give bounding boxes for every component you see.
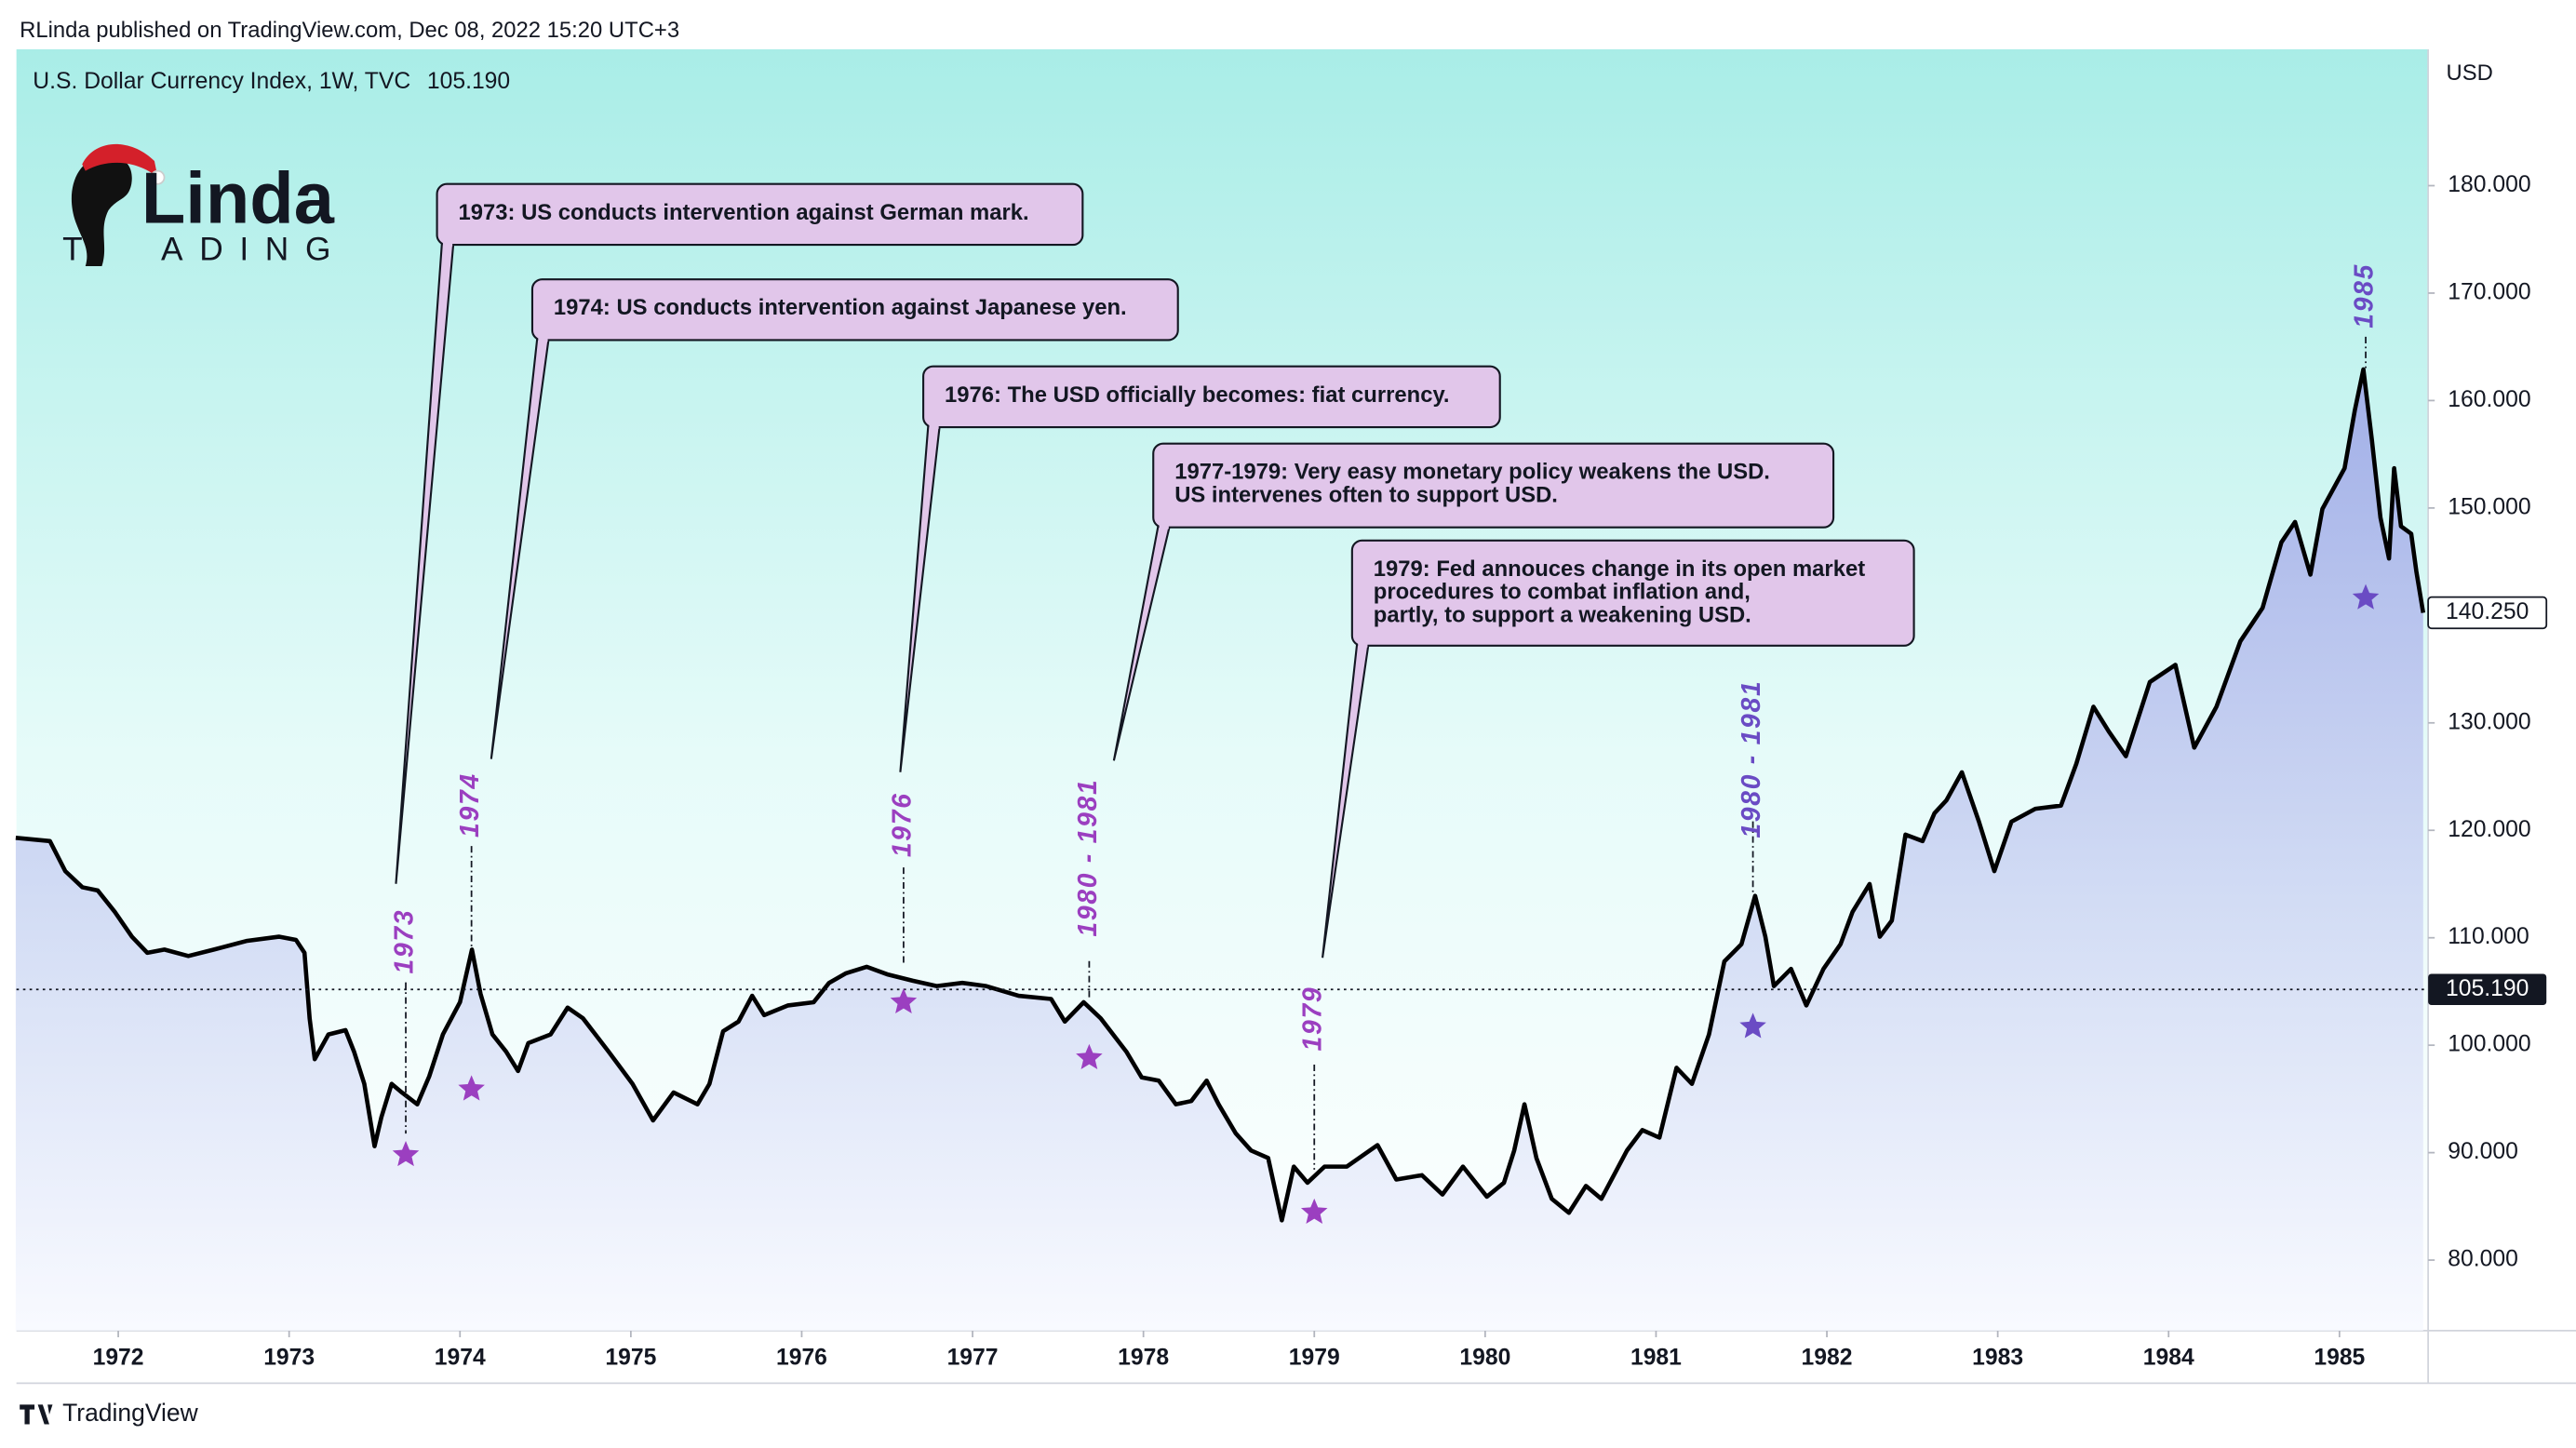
callout-text: partly, to support a weakening USD. [1374, 602, 1751, 627]
marker-label: 1974 [454, 772, 484, 838]
callout-text: 1979: Fed annouces change in its open ma… [1374, 556, 1865, 582]
marker-label: 1976 [886, 792, 916, 857]
current-price-tag [2427, 596, 2548, 630]
marker-star [1300, 1198, 1328, 1224]
marker-label: 1985 [2348, 263, 2378, 328]
y-tick-label: 90.000 [2448, 1139, 2518, 1164]
callout-pointer [490, 338, 550, 759]
callout: 1977-1979: Very easy monetary policy wea… [1112, 442, 1835, 761]
callout-pointer [395, 243, 455, 884]
marker-star [1739, 1012, 1766, 1039]
logo-sub: ADING [161, 231, 347, 267]
callout-text: US intervenes often to support USD. [1174, 482, 1558, 507]
header-text: RLinda published on TradingView.com, Dec… [20, 18, 679, 43]
callout-box [1152, 442, 1835, 529]
marker-star [458, 1075, 485, 1101]
logo-main: Linda [141, 158, 335, 238]
callout-text: procedures to combat inflation and, [1374, 580, 1751, 605]
legend-price: 105.190 [427, 69, 510, 94]
callout-pointer [1112, 525, 1171, 761]
marker-label: 1980 - 1981 [1072, 778, 1102, 936]
x-tick-label: 1973 [263, 1345, 315, 1370]
x-tick-label: 1985 [2314, 1345, 2365, 1370]
price-line [15, 367, 2426, 1223]
callout-joint [929, 423, 939, 429]
marker-label: 1980 - 1981 [1736, 680, 1765, 838]
y-tick-label: 80.000 [2448, 1247, 2518, 1272]
x-tick-label: 1976 [776, 1345, 827, 1370]
callout-box [1350, 539, 1915, 647]
chart-title: U.S. Dollar Currency Index, 1W, TVC [33, 69, 410, 94]
logo-hat [82, 143, 158, 178]
marker-label: 1979 [1297, 986, 1327, 1052]
logo-sub: T [62, 231, 99, 267]
y-tick-label: 160.000 [2448, 387, 2530, 412]
logo-hat-pom [150, 169, 166, 185]
marker-label: 1973 [388, 909, 418, 974]
x-tick-label: 1980 [1459, 1345, 1510, 1370]
current-price-tag-label: 140.250 [2446, 599, 2529, 624]
x-tick-label: 1975 [605, 1345, 656, 1370]
x-tick-label: 1981 [1630, 1345, 1682, 1370]
y-tick-label: 110.000 [2448, 924, 2529, 949]
callout-text: 1976: The USD officially becomes: fiat c… [945, 382, 1450, 408]
y-tick-label: 170.000 [2448, 279, 2530, 304]
x-tick-label: 1983 [1972, 1345, 2023, 1370]
x-tick-label: 1974 [435, 1345, 486, 1370]
last-price-tag-label: 105.190 [2446, 976, 2529, 1001]
area-fill [15, 369, 2423, 1331]
y-unit: USD [2447, 60, 2493, 86]
marker-star [890, 987, 918, 1014]
footer-brand: TradingView [62, 1399, 199, 1427]
callout-joint [1358, 642, 1368, 648]
callout: 1979: Fed annouces change in its open ma… [1322, 539, 1915, 959]
last-price-tag [2428, 973, 2547, 1006]
callout-pointer [899, 425, 941, 772]
marker-star [1076, 1043, 1103, 1070]
y-tick-label: 100.000 [2448, 1032, 2530, 1057]
x-tick-label: 1978 [1118, 1345, 1169, 1370]
y-tick-label: 150.000 [2448, 494, 2530, 519]
callout-text: 1973: US conducts intervention against G… [459, 200, 1029, 225]
callout-box [436, 182, 1084, 247]
callout-joint [442, 241, 453, 247]
x-tick-label: 1977 [947, 1345, 999, 1370]
x-tick-label: 1972 [93, 1345, 144, 1370]
x-tick-label: 1979 [1289, 1345, 1340, 1370]
callout: 1976: The USD officially becomes: fiat c… [899, 365, 1501, 772]
callout: 1974: US conducts intervention against J… [490, 278, 1179, 759]
callout-joint [1159, 524, 1169, 530]
logo-figure [71, 155, 132, 267]
callout-text: 1974: US conducts intervention against J… [554, 295, 1127, 320]
y-tick-label: 120.000 [2448, 817, 2530, 842]
x-tick-label: 1982 [1802, 1345, 1853, 1370]
callout-box [530, 278, 1179, 342]
logo: Linda T ADING [62, 143, 347, 267]
y-tick-label: 130.000 [2448, 709, 2530, 734]
callout: 1973: US conducts intervention against G… [395, 182, 1084, 884]
callout-text: 1977-1979: Very easy monetary policy wea… [1174, 460, 1770, 485]
x-tick-label: 1984 [2143, 1345, 2194, 1370]
marker-star [2352, 583, 2380, 610]
y-tick-label: 180.000 [2448, 172, 2530, 197]
footer: TradingView [20, 1399, 199, 1427]
callout-joint [538, 336, 548, 342]
marker-star [392, 1141, 420, 1167]
callout-pointer [1322, 643, 1370, 959]
footer-logo [20, 1404, 53, 1425]
callout-box [922, 365, 1501, 429]
